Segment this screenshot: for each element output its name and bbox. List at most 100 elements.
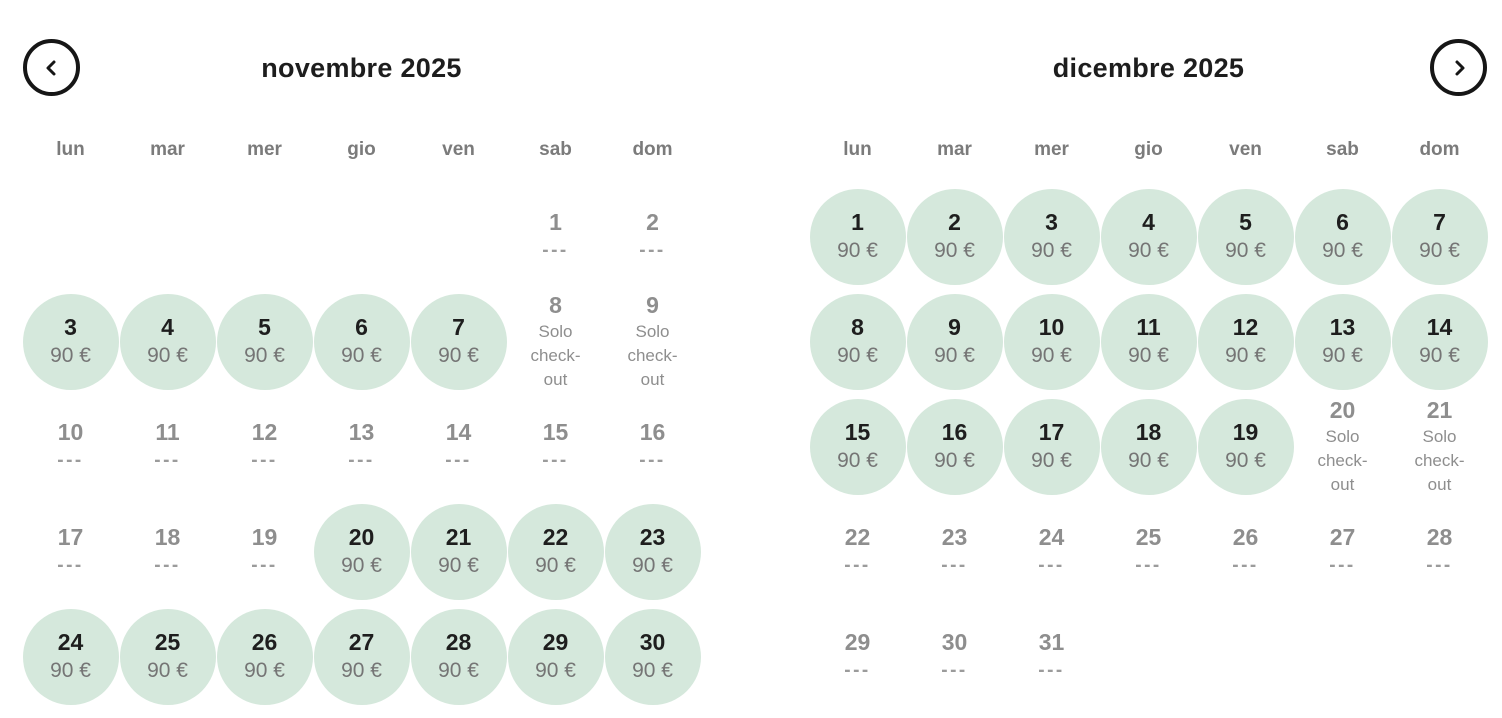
day-cell-unavailable: 11 --- [119, 394, 216, 499]
day-grid: 1 --- 2 --- 3 90 € 4 90 € 5 90 € 6 90 € 7 90 € 8 Solo c… [22, 184, 701, 709]
day-number: 2 [948, 209, 961, 235]
day-cell-checkout-only[interactable]: 9 Solo check-out [604, 289, 701, 394]
day-cell-available[interactable]: 16 90 € [906, 394, 1003, 499]
availability-circle: 3 90 € [1003, 188, 1100, 285]
day-number: 22 [542, 524, 569, 550]
weekday-label: lun [56, 139, 85, 160]
day-cell-available[interactable]: 26 90 € [216, 604, 313, 709]
availability-circle: 14 90 € [1391, 293, 1488, 390]
prev-month-button[interactable] [23, 39, 80, 96]
unavailable-dashes: --- [1329, 555, 1356, 576]
day-cell-available[interactable]: 3 90 € [1003, 184, 1100, 289]
day-price: 90 € [438, 659, 479, 682]
day-number: 19 [251, 524, 278, 550]
weekday-label: lun [843, 139, 872, 160]
day-number: 16 [639, 419, 666, 445]
day-price: 90 € [244, 344, 285, 367]
chevron-left-icon [46, 60, 55, 75]
availability-circle: 27 90 € [313, 608, 410, 705]
availability-circle: 26 90 € [216, 608, 313, 705]
day-cell-available[interactable]: 6 90 € [1294, 184, 1391, 289]
day-cell-available[interactable]: 4 90 € [1100, 184, 1197, 289]
day-cell-available[interactable]: 30 90 € [604, 604, 701, 709]
weekday-label: gio [1134, 139, 1163, 160]
day-cell-available[interactable]: 18 90 € [1100, 394, 1197, 499]
day-cell-available[interactable]: 22 90 € [507, 499, 604, 604]
day-price: 90 € [50, 344, 91, 367]
day-cell-available[interactable]: 13 90 € [1294, 289, 1391, 394]
day-price: 90 € [50, 659, 91, 682]
day-cell-available[interactable]: 24 90 € [22, 604, 119, 709]
day-cell-available[interactable]: 5 90 € [1197, 184, 1294, 289]
day-cell-available[interactable]: 15 90 € [809, 394, 906, 499]
next-month-button[interactable] [1430, 39, 1487, 96]
day-cell-available[interactable]: 3 90 € [22, 289, 119, 394]
day-number: 18 [1135, 419, 1162, 445]
day-cell-available[interactable]: 4 90 € [119, 289, 216, 394]
day-cell-unavailable: 18 --- [119, 499, 216, 604]
day-price: 90 € [1031, 344, 1072, 367]
unavailable-dashes: --- [348, 450, 375, 471]
day-number: 4 [161, 314, 174, 340]
day-number: 25 [1135, 524, 1162, 550]
day-number: 23 [941, 524, 968, 550]
unavailable-dashes: --- [1232, 555, 1259, 576]
day-number: 24 [1038, 524, 1065, 550]
day-cell-available[interactable]: 7 90 € [410, 289, 507, 394]
day-number: 21 [1426, 397, 1453, 423]
day-cell-checkout-only[interactable]: 21 Solo check-out [1391, 394, 1488, 499]
day-cell-available[interactable]: 25 90 € [119, 604, 216, 709]
day-price: 90 € [934, 344, 975, 367]
empty-cell [1100, 604, 1197, 709]
day-cell-available[interactable]: 19 90 € [1197, 394, 1294, 499]
day-number: 16 [941, 419, 968, 445]
day-cell-available[interactable]: 2 90 € [906, 184, 1003, 289]
day-price: 90 € [837, 344, 878, 367]
day-cell-available[interactable]: 17 90 € [1003, 394, 1100, 499]
day-cell-available[interactable]: 20 90 € [313, 499, 410, 604]
day-cell-unavailable: 1 --- [507, 184, 604, 289]
availability-circle: 9 90 € [906, 293, 1003, 390]
day-cell-available[interactable]: 9 90 € [906, 289, 1003, 394]
day-cell-unavailable: 23 --- [906, 499, 1003, 604]
day-cell-checkout-only[interactable]: 8 Solo check-out [507, 289, 604, 394]
day-number: 2 [646, 209, 659, 235]
day-price: 90 € [535, 659, 576, 682]
empty-cell [313, 184, 410, 289]
weekday-label: dom [1419, 139, 1460, 160]
day-cell-available[interactable]: 27 90 € [313, 604, 410, 709]
day-price: 90 € [438, 554, 479, 577]
day-cell-checkout-only[interactable]: 20 Solo check-out [1294, 394, 1391, 499]
day-cell-available[interactable]: 12 90 € [1197, 289, 1294, 394]
day-cell-unavailable: 25 --- [1100, 499, 1197, 604]
day-number: 13 [348, 419, 375, 445]
availability-circle: 12 90 € [1197, 293, 1294, 390]
day-number: 24 [57, 629, 84, 655]
day-cell-unavailable: 12 --- [216, 394, 313, 499]
availability-circle: 20 90 € [313, 503, 410, 600]
day-cell-available[interactable]: 7 90 € [1391, 184, 1488, 289]
day-grid: 1 90 € 2 90 € 3 90 € 4 90 € 5 90 € 6 90 € 7 90 € 8 90 €… [809, 184, 1488, 709]
day-price: 90 € [934, 239, 975, 262]
day-cell-available[interactable]: 6 90 € [313, 289, 410, 394]
day-cell-available[interactable]: 28 90 € [410, 604, 507, 709]
day-number: 11 [1136, 314, 1161, 340]
day-cell-available[interactable]: 21 90 € [410, 499, 507, 604]
day-cell-available[interactable]: 11 90 € [1100, 289, 1197, 394]
day-cell-available[interactable]: 5 90 € [216, 289, 313, 394]
day-cell-available[interactable]: 14 90 € [1391, 289, 1488, 394]
unavailable-dashes: --- [445, 450, 472, 471]
day-cell-available[interactable]: 8 90 € [809, 289, 906, 394]
availability-circle: 4 90 € [119, 293, 216, 390]
empty-cell [22, 184, 119, 289]
availability-circle: 4 90 € [1100, 188, 1197, 285]
day-cell-unavailable: 31 --- [1003, 604, 1100, 709]
day-cell-available[interactable]: 23 90 € [604, 499, 701, 604]
availability-circle: 30 90 € [604, 608, 701, 705]
day-cell-available[interactable]: 1 90 € [809, 184, 906, 289]
day-number: 10 [1038, 314, 1065, 340]
day-cell-available[interactable]: 29 90 € [507, 604, 604, 709]
day-cell-available[interactable]: 10 90 € [1003, 289, 1100, 394]
day-number: 27 [348, 629, 375, 655]
day-price: 90 € [1225, 344, 1266, 367]
